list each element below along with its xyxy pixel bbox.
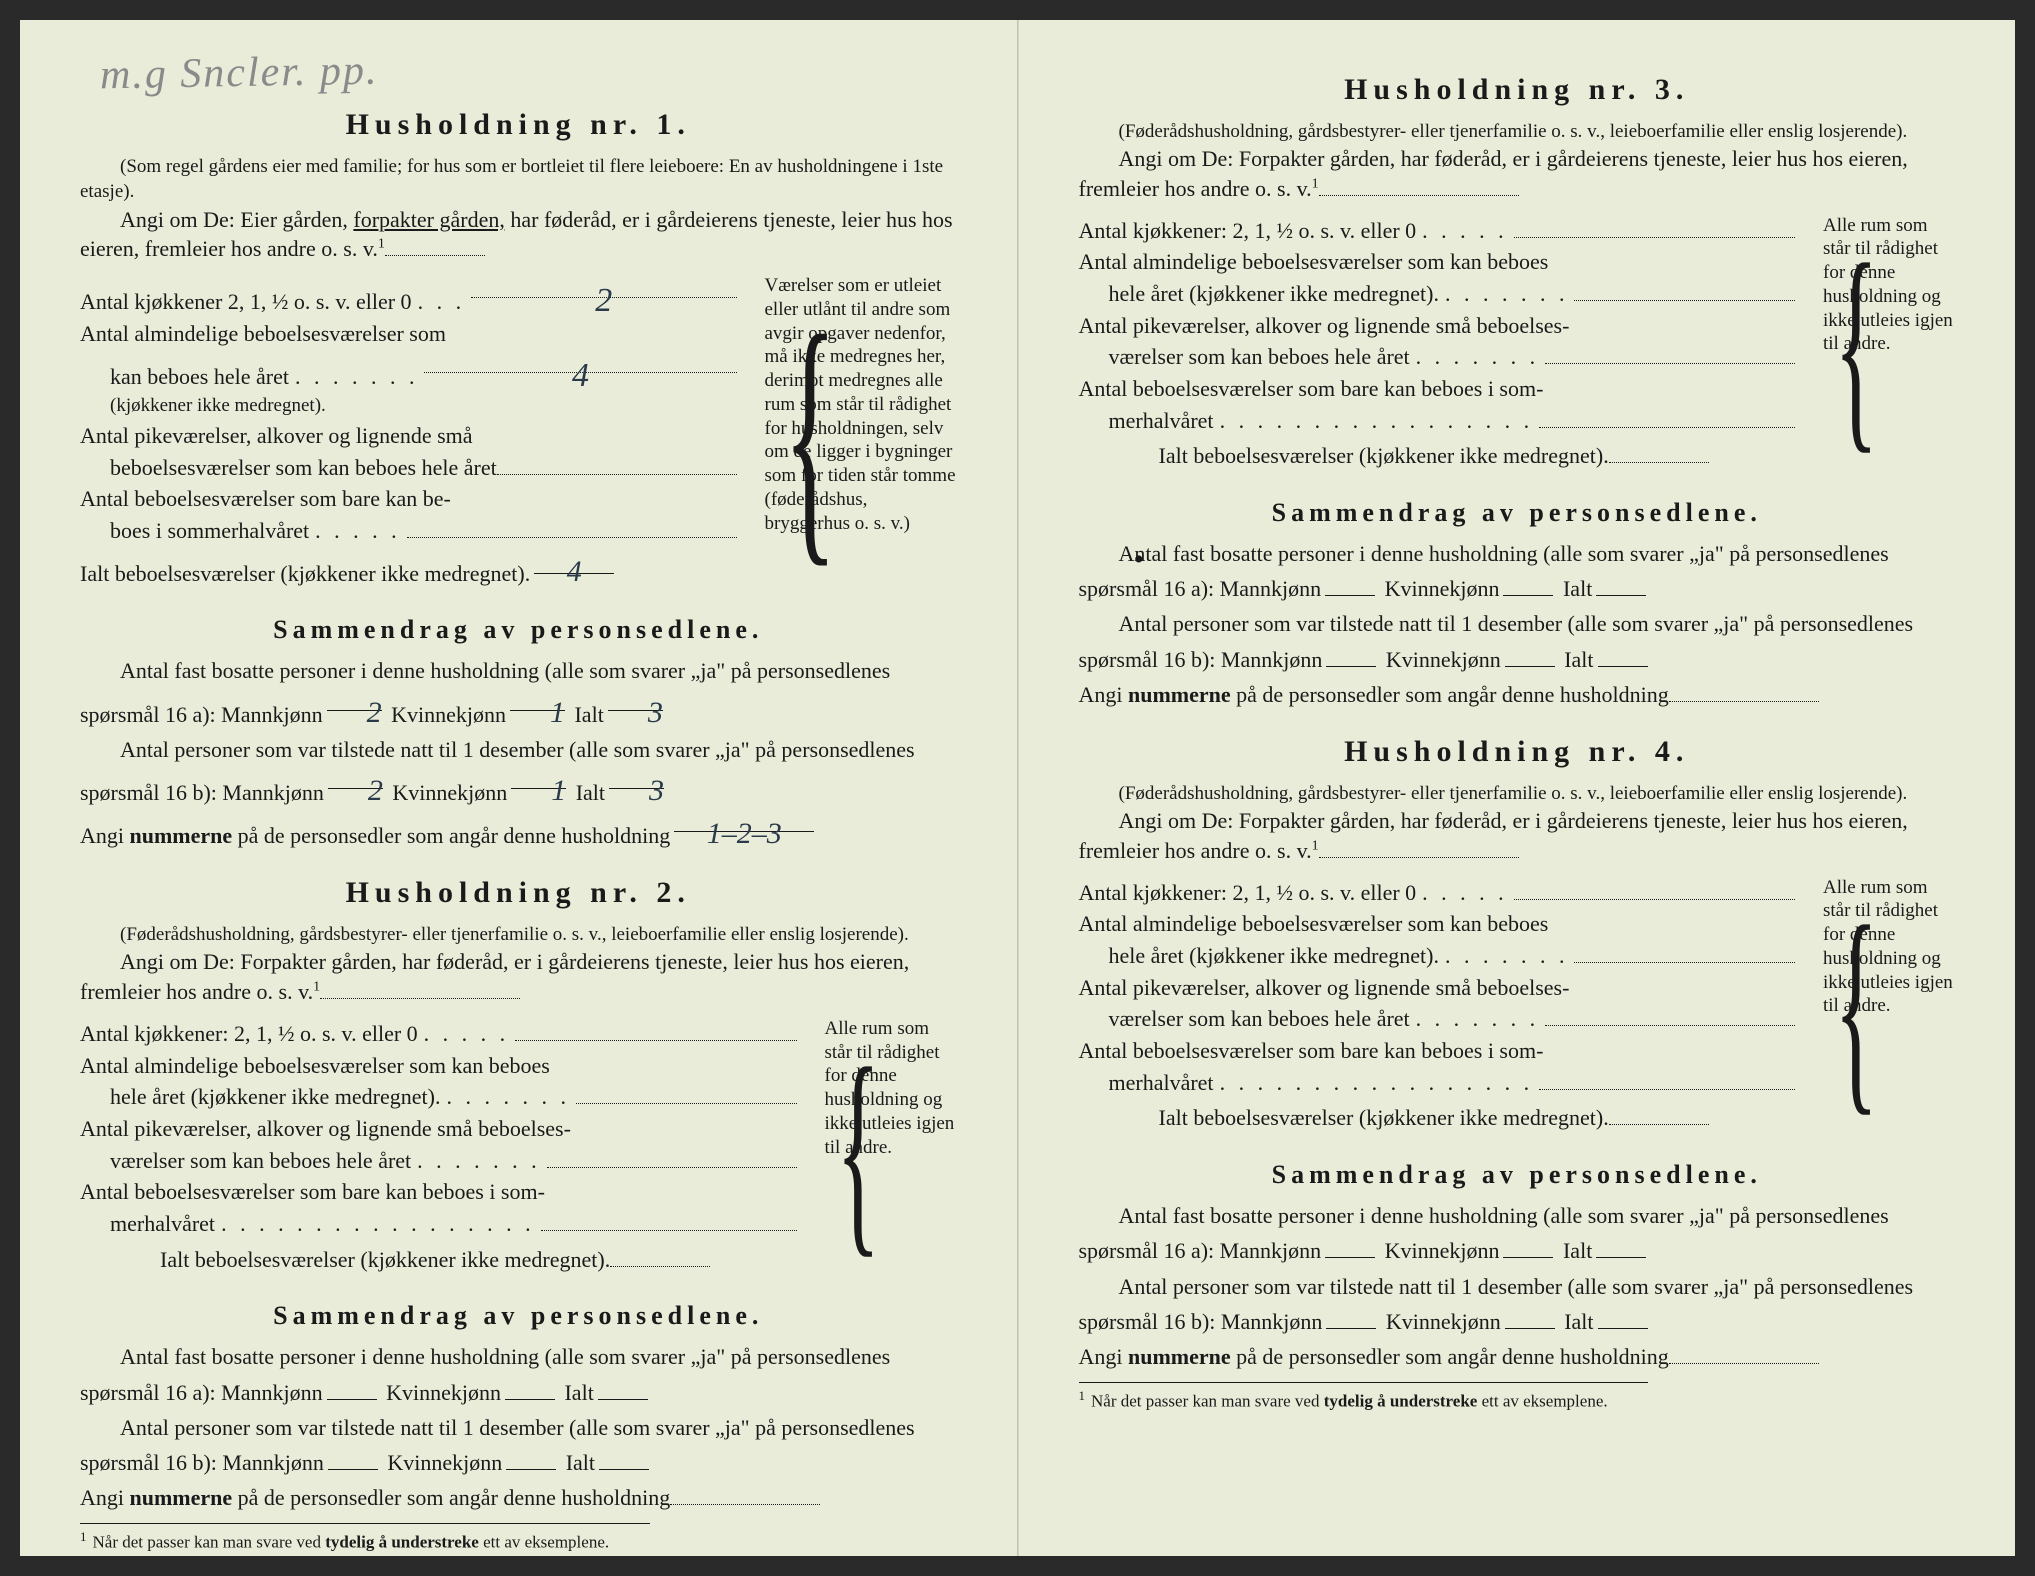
- fast-k: 1: [510, 689, 565, 711]
- pike-value: [497, 453, 737, 475]
- nummer-val: 1–2–3: [674, 810, 814, 832]
- summary-3-title: Sammendrag av personsedlene.: [1079, 495, 1956, 530]
- right-page: Husholdning nr. 3. (Føderådshusholdning,…: [1018, 20, 2016, 1556]
- kjokken-label: Antal kjøkkener 2, 1, ½ o. s. v. eller 0: [80, 287, 412, 317]
- brace-icon: [803, 1017, 821, 1281]
- household-4-angi: Angi om De: Forpakter gården, har føderå…: [1079, 806, 1956, 865]
- household-1-rooms: Antal kjøkkener 2, 1, ½ o. s. v. eller 0…: [80, 274, 957, 594]
- summary-1-nummer: Angi nummerne på de personsedler som ang…: [80, 810, 957, 853]
- underlined-forpakter: forpakter gården,: [353, 207, 504, 232]
- summary-4-nummer: Angi nummerne på de personsedler som ang…: [1079, 1339, 1956, 1374]
- til-ialt: 3: [609, 767, 664, 789]
- sommer-label: Antal beboelsesværelser som bare kan be-: [80, 484, 451, 514]
- side-note-3: Alle rum som står til rådighet for denne…: [1810, 214, 1955, 478]
- household-3-subnote: (Føderådshusholdning, gårdsbestyrer- ell…: [1079, 119, 1956, 145]
- household-1-title: Husholdning nr. 1.: [80, 105, 957, 146]
- household-4-subnote: (Føderådshusholdning, gårdsbestyrer- ell…: [1079, 781, 1956, 807]
- household-2-angi: Angi om De: Forpakter gården, har føderå…: [80, 947, 957, 1006]
- summary-3-fast: •Antal fast bosatte personer i denne hus…: [1079, 536, 1956, 606]
- summary-3-til: Antal personer som var tilstede natt til…: [1079, 606, 1956, 676]
- household-2-rooms: Antal kjøkkener: 2, 1, ½ o. s. v. eller …: [80, 1017, 957, 1281]
- pike-label: Antal pikeværelser, alkover og lignende …: [80, 421, 473, 451]
- almindelige-value: 4: [424, 351, 736, 373]
- ialt-label: Ialt beboelsesværelser (kjøkkener ikke m…: [80, 561, 530, 586]
- summary-4-fast: Antal fast bosatte personer i denne hush…: [1079, 1198, 1956, 1268]
- sommer-value: [407, 516, 737, 538]
- brace-icon: [743, 274, 761, 594]
- household-3-rooms: Antal kjøkkener: 2, 1, ½ o. s. v. eller …: [1079, 214, 1956, 478]
- summary-2-til: Antal personer som var tilstede natt til…: [80, 1410, 957, 1480]
- almindelige-label: Antal almindelige beboelsesværelser som: [80, 319, 446, 349]
- document-spread: m.g Sncler. pp. Husholdning nr. 1. (Som …: [20, 20, 2015, 1556]
- household-3-title: Husholdning nr. 3.: [1079, 70, 1956, 111]
- summary-3-nummer: Angi nummerne på de personsedler som ang…: [1079, 677, 1956, 712]
- summary-2-title: Sammendrag av personsedlene.: [80, 1298, 957, 1333]
- kjokken-value: 2: [471, 276, 736, 298]
- summary-2-fast: Antal fast bosatte personer i denne hush…: [80, 1339, 957, 1409]
- summary-1-title: Sammendrag av personsedlene.: [80, 612, 957, 647]
- brace-icon: [1801, 214, 1819, 478]
- summary-1-til: Antal personer som var tilstede natt til…: [80, 732, 957, 810]
- side-note-1: Værelser som er utleiet eller utlånt til…: [752, 274, 957, 594]
- household-2-subnote: (Føderådshusholdning, gårdsbestyrer- ell…: [80, 922, 957, 948]
- household-1-subnote: (Som regel gårdens eier med familie; for…: [80, 154, 957, 205]
- household-2-title: Husholdning nr. 2.: [80, 873, 957, 914]
- household-1-angi: Angi om De: Eier gården, forpakter gårde…: [80, 205, 957, 264]
- summary-2-nummer: Angi nummerne på de personsedler som ang…: [80, 1480, 957, 1515]
- household-3-angi: Angi om De: Forpakter gården, har føderå…: [1079, 144, 1956, 203]
- til-k: 1: [511, 767, 566, 789]
- side-note-4: Alle rum som står til rådighet for denne…: [1810, 876, 1955, 1140]
- footnote-left: 1Når det passer kan man svare ved tydeli…: [80, 1523, 650, 1555]
- side-note-2: Alle rum som står til rådighet for denne…: [812, 1017, 957, 1281]
- summary-4-til: Antal personer som var tilstede natt til…: [1079, 1269, 1956, 1339]
- ialt-value: 4: [534, 552, 614, 574]
- household-4-rooms: Antal kjøkkener: 2, 1, ½ o. s. v. eller …: [1079, 876, 1956, 1140]
- summary-1-fast: Antal fast bosatte personer i denne hush…: [80, 653, 957, 731]
- left-page: m.g Sncler. pp. Husholdning nr. 1. (Som …: [20, 20, 1018, 1556]
- summary-4-title: Sammendrag av personsedlene.: [1079, 1157, 1956, 1192]
- fast-ialt: 3: [608, 689, 663, 711]
- footnote-right: 1Når det passer kan man svare ved tydeli…: [1079, 1382, 1649, 1414]
- fast-m: 2: [327, 689, 382, 711]
- til-m: 2: [328, 767, 383, 789]
- pencil-annotation: m.g Sncler. pp.: [100, 43, 379, 105]
- household-4-title: Husholdning nr. 4.: [1079, 732, 1956, 773]
- brace-icon: [1801, 876, 1819, 1140]
